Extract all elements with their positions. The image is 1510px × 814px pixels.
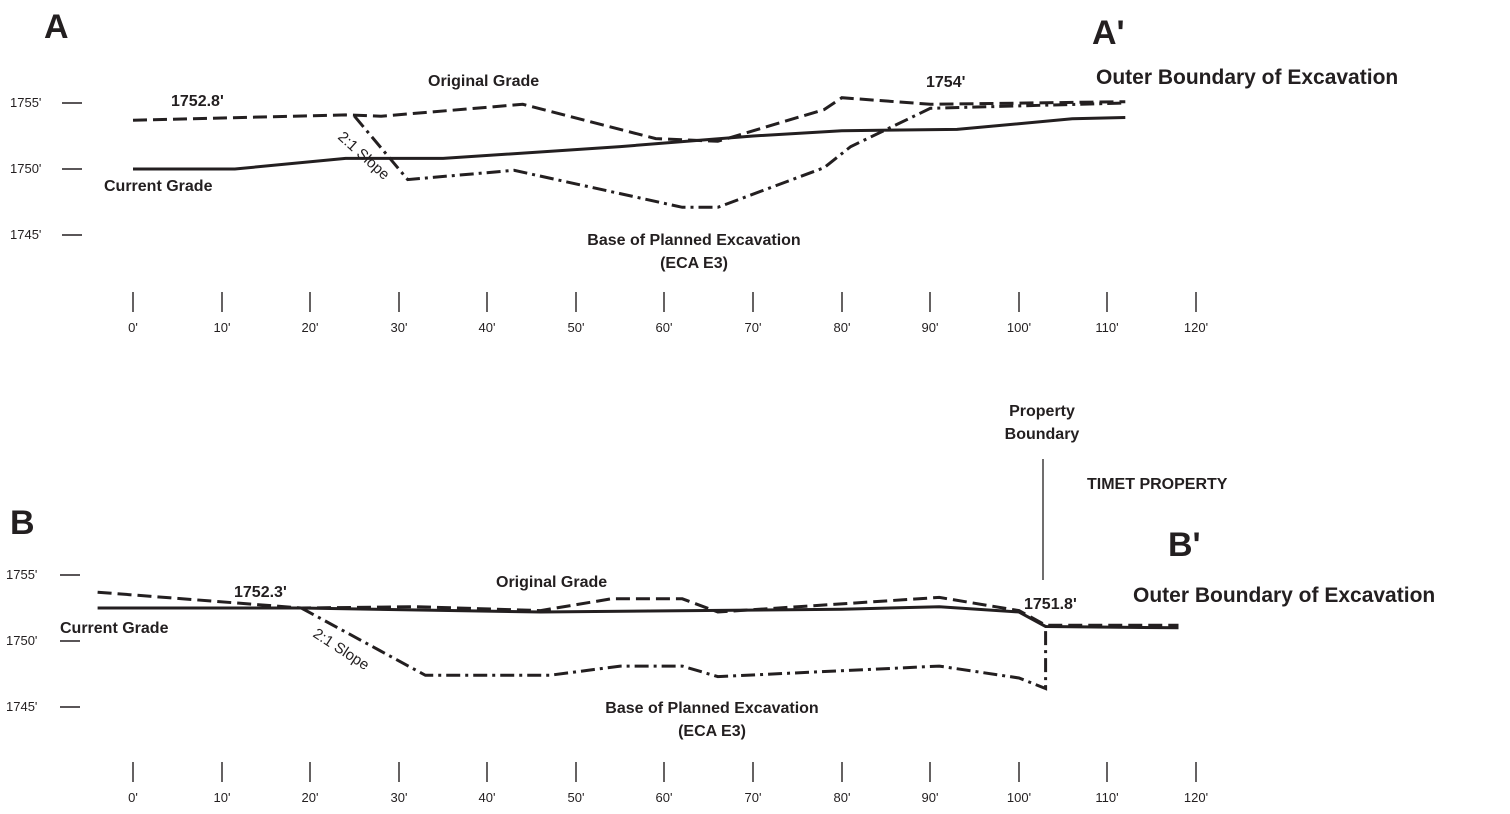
section-b-base-label-line2: (ECA E3)	[678, 723, 746, 740]
section-b-start-label: B	[10, 504, 35, 542]
section-b-outer-boundary-label: Outer Boundary of Excavation	[1133, 584, 1435, 607]
property-boundary-label-line2: Boundary	[1005, 426, 1080, 443]
section-a-y-axis: 1755' 1750' 1745'	[10, 95, 82, 242]
section-b-end-label: B'	[1168, 526, 1201, 564]
section-b-right-elevation-label: 1751.8'	[1024, 596, 1077, 613]
section-b-x-tick-label: 80'	[834, 790, 851, 805]
section-a-x-tick-label: 10'	[214, 320, 231, 335]
section-a-slope-label: 2:1 Slope	[334, 128, 392, 183]
section-a-end-label: A'	[1092, 14, 1125, 52]
section-a-x-tick-label: 100'	[1007, 320, 1031, 335]
section-b-x-tick-label: 30'	[391, 790, 408, 805]
section-a-left-elevation-label: 1752.8'	[171, 93, 224, 110]
section-a-base-label-line1: Base of Planned Excavation	[587, 232, 800, 249]
section-b-original-grade-line	[97, 590, 1179, 627]
section-b-y-axis: 1755' 1750' 1745'	[6, 567, 80, 714]
section-b-y-tick-label: 1745'	[6, 699, 37, 714]
section-a-current-grade-line	[133, 116, 1126, 171]
section-b-original-grade-label: Original Grade	[496, 574, 607, 591]
section-a-base-label-line2: (ECA E3)	[660, 255, 728, 272]
section-b-x-tick-label: 50'	[568, 790, 585, 805]
section-b-x-tick-label: 70'	[745, 790, 762, 805]
section-a-x-axis: 0' 10' 20' 30' 40' 50' 60' 70' 80' 90' 1…	[128, 292, 1208, 335]
section-b-x-tick-label: 100'	[1007, 790, 1031, 805]
section-a-x-tick-label: 40'	[479, 320, 496, 335]
section-b-x-axis: 0' 10' 20' 30' 40' 50' 60' 70' 80' 90' 1…	[128, 762, 1208, 805]
section-b-x-tick-label: 60'	[656, 790, 673, 805]
section-b-current-grade-label: Current Grade	[60, 620, 169, 637]
section-a-x-tick-label: 0'	[128, 320, 138, 335]
section-a-base-excavation-line	[353, 101, 1126, 209]
section-a-x-tick-label: 30'	[391, 320, 408, 335]
section-b-x-tick-label: 20'	[302, 790, 319, 805]
section-b-y-tick-label: 1750'	[6, 633, 37, 648]
section-a-original-grade-label: Original Grade	[428, 73, 539, 90]
section-a-y-tick-label: 1755'	[10, 95, 41, 110]
section-b-base-excavation-line	[300, 606, 1048, 691]
section-a-x-tick-label: 60'	[656, 320, 673, 335]
section-a-current-grade-label: Current Grade	[104, 178, 213, 195]
section-a-right-elevation-label: 1754'	[926, 74, 965, 91]
section-a-outer-boundary-label: Outer Boundary of Excavation	[1096, 66, 1398, 89]
section-a-x-tick-label: 70'	[745, 320, 762, 335]
section-a: A A' Outer Boundary of Excavation 1755' …	[10, 8, 1398, 335]
section-a-y-tick-label: 1745'	[10, 227, 41, 242]
section-a-start-label: A	[44, 8, 69, 46]
section-b-x-tick-label: 0'	[128, 790, 138, 805]
section-a-x-tick-label: 90'	[922, 320, 939, 335]
section-a-x-tick-label: 80'	[834, 320, 851, 335]
section-a-original-grade-line	[132, 96, 1126, 143]
section-a-x-tick-label: 50'	[568, 320, 585, 335]
section-b-x-tick-label: 10'	[214, 790, 231, 805]
section-b-x-tick-label: 110'	[1095, 790, 1118, 805]
section-a-x-tick-label: 120'	[1184, 320, 1208, 335]
section-b: B B' Outer Boundary of Excavation Proper…	[6, 403, 1435, 805]
section-b-x-tick-label: 120'	[1184, 790, 1208, 805]
section-b-left-elevation-label: 1752.3'	[234, 584, 287, 601]
section-a-x-tick-label: 110'	[1095, 320, 1118, 335]
section-a-x-tick-label: 20'	[302, 320, 319, 335]
section-b-x-tick-label: 90'	[922, 790, 939, 805]
section-b-base-label-line1: Base of Planned Excavation	[605, 700, 818, 717]
section-b-y-tick-label: 1755'	[6, 567, 37, 582]
timet-property-label: TIMET PROPERTY	[1087, 476, 1228, 493]
section-b-x-tick-label: 40'	[479, 790, 496, 805]
property-boundary-label-line1: Property	[1009, 403, 1075, 420]
section-a-y-tick-label: 1750'	[10, 161, 41, 176]
section-b-slope-label: 2:1 Slope	[310, 625, 372, 674]
